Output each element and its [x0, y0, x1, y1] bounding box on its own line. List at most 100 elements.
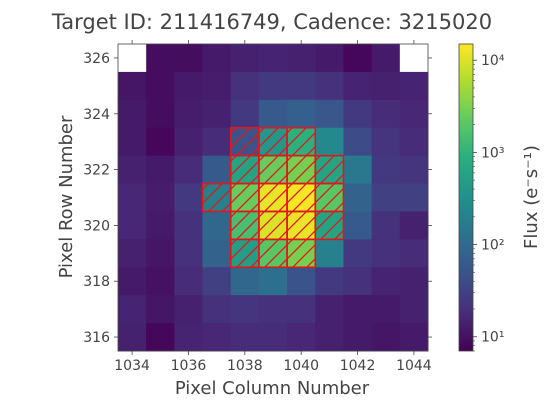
heatmap-cell	[399, 239, 429, 268]
heatmap-cell	[315, 323, 344, 352]
aperture-mask	[201, 126, 345, 269]
y-axis: 316 318 320 322 324 326	[83, 51, 432, 346]
heatmap-cell	[315, 44, 344, 73]
heatmap-cell	[202, 323, 232, 352]
heatmap-cell	[202, 295, 232, 324]
heatmap-cell	[118, 127, 147, 157]
colorbar-tick-label: 10¹	[481, 330, 504, 346]
y-tick-label: 318	[83, 274, 110, 290]
heatmap-cell	[202, 44, 232, 73]
x-tick-label: 1034	[114, 358, 150, 374]
aperture-pixel	[314, 154, 345, 185]
heatmap-cell	[202, 99, 232, 129]
heatmap-cell	[287, 295, 316, 324]
heatmap-cell	[174, 295, 203, 324]
heatmap-cell	[371, 127, 401, 157]
heatmap-cell	[146, 44, 175, 73]
heatmap-cell	[146, 71, 175, 101]
heatmap-cell	[174, 44, 203, 73]
y-tick-label: 316	[83, 330, 110, 346]
heatmap-cell	[118, 239, 147, 268]
heatmap-cell	[202, 211, 232, 240]
colorbar	[458, 43, 474, 352]
heatmap-cell	[146, 183, 175, 212]
aperture-pixel	[286, 154, 317, 185]
heatmap-cell	[287, 267, 316, 296]
x-tick-label: 1036	[171, 358, 207, 374]
y-tick-label: 320	[83, 218, 110, 234]
colorbar-tick-label: 10⁴	[481, 53, 505, 69]
heatmap-cell	[315, 267, 344, 296]
heatmap-cell	[343, 71, 373, 101]
y-tick-label: 324	[83, 107, 110, 123]
heatmap-cell	[343, 323, 373, 352]
heatmap-cell	[174, 211, 203, 240]
heatmap-cell	[371, 155, 401, 184]
aperture-pixel	[201, 182, 232, 213]
heatmap-cell	[287, 44, 316, 73]
heatmap-cell	[258, 71, 288, 101]
heatmap-cell	[174, 99, 203, 129]
heatmap-cell	[174, 71, 203, 101]
heatmap-cell	[202, 267, 232, 296]
heatmap-cell	[315, 71, 344, 101]
y-tick-label: 326	[83, 51, 110, 67]
heatmap-cell	[146, 211, 175, 240]
colorbar-tick-label: 10²	[481, 238, 504, 254]
aperture-pixel	[258, 182, 288, 213]
heatmap-cell	[399, 183, 429, 212]
x-axis: 1034 1036 1038 1040 1042 1044	[114, 40, 432, 374]
aperture-pixel	[229, 126, 260, 157]
x-tick-label: 1044	[396, 358, 432, 374]
heatmap-cell	[343, 183, 373, 212]
heatmap-cell	[118, 267, 147, 296]
heatmap-cell	[146, 127, 175, 157]
heatmap-cell	[399, 99, 429, 129]
heatmap-cell	[287, 99, 316, 129]
heatmap-cell	[118, 211, 147, 240]
heatmap-cell	[371, 295, 401, 324]
aperture-pixel	[229, 154, 260, 185]
aperture-pixel	[258, 126, 288, 157]
chart-title: Target ID: 211416749, Cadence: 3215020	[51, 10, 492, 34]
colorbar-tick-label: 10³	[481, 145, 504, 161]
heatmap-cell	[371, 211, 401, 240]
heatmap-cell	[399, 71, 429, 101]
aperture-pixel	[314, 210, 345, 241]
heatmap-cell	[343, 239, 373, 268]
heatmap-cell	[202, 239, 232, 268]
plot-frame	[117, 43, 429, 352]
heatmap-cell	[118, 44, 147, 73]
heatmap-cell	[258, 267, 288, 296]
x-tick-label: 1038	[227, 358, 263, 374]
heatmap-cell	[146, 239, 175, 268]
aperture-pixel	[258, 210, 288, 241]
colorbar-label: Flux (e⁻s⁻¹)	[521, 145, 542, 249]
heatmap-cell	[399, 211, 429, 240]
aperture-pixel	[286, 182, 317, 213]
x-axis-label: Pixel Column Number	[175, 378, 370, 399]
colorbar-ticks: 10¹ 10² 10³ 10⁴	[473, 53, 505, 352]
heatmap-cell	[174, 155, 203, 184]
heatmap-cell	[371, 71, 401, 101]
aperture-pixel	[314, 182, 345, 213]
heatmap-cell	[371, 267, 401, 296]
heatmap-cell	[399, 127, 429, 157]
heatmap-cell	[146, 295, 175, 324]
aperture-pixel	[229, 210, 260, 241]
heatmap-cell	[258, 99, 288, 129]
heatmap-cell	[371, 183, 401, 212]
heatmap-cell	[399, 44, 429, 73]
heatmap-cell	[399, 267, 429, 296]
heatmap-cell	[315, 99, 344, 129]
heatmap-cell	[118, 99, 147, 129]
heatmap-cell	[315, 127, 344, 157]
heatmap-cell	[371, 44, 401, 73]
aperture-pixel	[286, 210, 317, 241]
heatmap-cell	[343, 295, 373, 324]
heatmap-cell	[174, 267, 203, 296]
heatmap-cell	[230, 295, 260, 324]
heatmap-cell	[118, 183, 147, 212]
heatmap-cell	[399, 155, 429, 184]
heatmap-cell	[230, 267, 260, 296]
